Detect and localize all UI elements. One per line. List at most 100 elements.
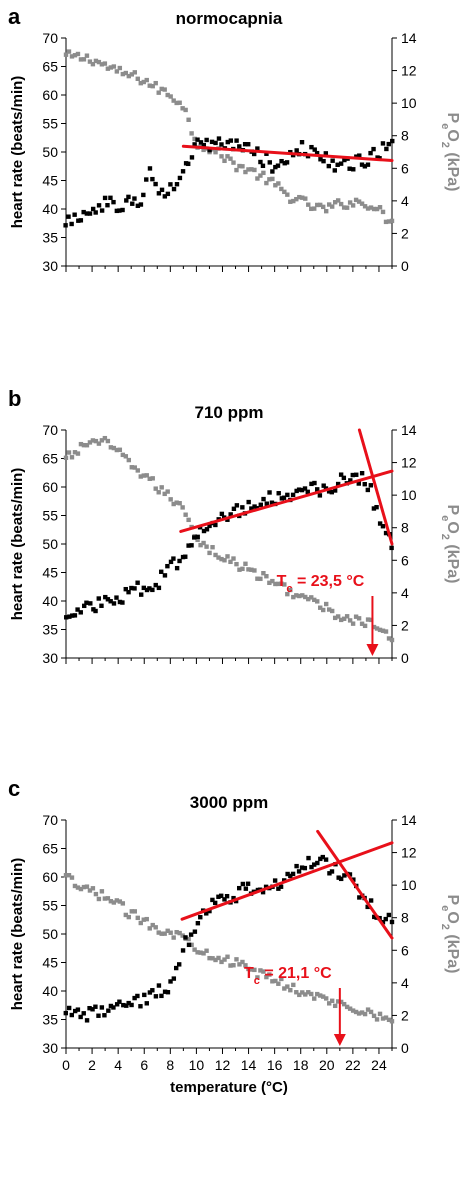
heart-rate-point <box>171 556 176 561</box>
heart-rate-point <box>156 585 162 591</box>
peo2-point <box>303 196 308 201</box>
peo2-point <box>72 53 78 58</box>
peo2-point <box>324 996 329 1001</box>
heart-rate-point <box>153 582 158 588</box>
peo2-point <box>114 447 120 453</box>
peo2-point <box>231 160 236 165</box>
peo2-point <box>261 969 266 974</box>
panel-title: normocapnia <box>176 9 283 28</box>
peo2-point <box>318 993 323 998</box>
peo2-point <box>156 930 161 935</box>
y-tick-label: 65 <box>42 451 58 467</box>
heart-rate-point <box>296 869 302 874</box>
y2-tick-label: 8 <box>401 910 409 926</box>
heart-rate-point <box>365 487 371 493</box>
peo2-point <box>147 83 152 88</box>
peo2-point <box>111 900 117 905</box>
peo2-point <box>291 594 296 600</box>
peo2-point <box>347 200 353 205</box>
peo2-point <box>171 501 176 507</box>
heart-rate-point <box>150 176 155 182</box>
heart-rate-point <box>130 201 135 206</box>
heart-rate-point <box>141 585 147 591</box>
heart-rate-point <box>294 488 299 494</box>
peo2-point <box>117 899 123 904</box>
peo2-point <box>350 1008 356 1013</box>
peo2-point <box>303 992 308 997</box>
heart-rate-point <box>90 206 96 212</box>
heart-rate-point <box>219 142 224 147</box>
peo2-point <box>294 990 299 995</box>
heart-rate-point <box>365 904 370 910</box>
heart-rate-point <box>129 585 134 591</box>
heart-rate-point <box>305 489 310 495</box>
peo2-point <box>108 899 114 904</box>
peo2-point <box>234 957 239 962</box>
heart-rate-point <box>87 1005 92 1011</box>
heart-rate-point <box>318 856 323 862</box>
heart-rate-point <box>105 203 110 208</box>
peo2-point <box>213 149 218 155</box>
y-axis-label: heart rate (beats/min) <box>9 858 26 1011</box>
heart-rate-point <box>386 141 391 147</box>
peo2-point <box>291 982 296 988</box>
y-tick-label: 60 <box>42 479 58 495</box>
y2-axis-label: PeO2 (kPa) <box>439 113 461 192</box>
peo2-point <box>297 992 302 998</box>
heart-rate-point <box>252 504 257 509</box>
peo2-point <box>183 512 188 517</box>
peo2-point <box>210 545 215 550</box>
y2-tick-label: 12 <box>401 455 417 471</box>
peo2-point <box>75 51 81 57</box>
peo2-point <box>291 198 296 204</box>
y2-tick-label: 6 <box>401 160 409 176</box>
peo2-point <box>300 195 305 200</box>
peo2-point <box>228 963 233 968</box>
peo2-point <box>377 205 383 210</box>
heart-rate-point <box>330 158 335 163</box>
peo2-point <box>219 154 224 159</box>
peo2-point <box>365 1007 371 1012</box>
peo2-point <box>225 154 230 159</box>
heart-rate-point <box>108 1003 114 1009</box>
heart-rate-point <box>165 191 171 197</box>
x-tick-label: 16 <box>267 1057 283 1073</box>
peo2-point <box>285 591 290 597</box>
heart-rate-point <box>198 914 203 920</box>
peo2-point <box>294 593 299 598</box>
x-tick-label: 10 <box>189 1057 205 1073</box>
heart-rate-point <box>84 600 89 605</box>
heart-rate-point <box>342 873 347 878</box>
peo2-point <box>78 886 84 892</box>
y-tick-label: 45 <box>42 565 58 581</box>
heart-rate-point <box>173 965 179 971</box>
heart-rate-point <box>270 169 275 174</box>
heart-rate-point <box>171 186 177 192</box>
heart-rate-point <box>186 543 191 548</box>
heart-rate-point <box>99 603 104 608</box>
y2-axis-label: PeO2 (kPa) <box>439 895 461 974</box>
heart-rate-point <box>192 142 197 147</box>
heart-rate-point <box>102 1013 107 1018</box>
heart-rate-point <box>264 151 269 156</box>
x-tick-label: 12 <box>215 1057 231 1073</box>
heart-rate-point <box>312 147 317 152</box>
peo2-point <box>359 1010 365 1015</box>
heart-rate-point <box>326 163 332 169</box>
heart-rate-point <box>296 487 302 492</box>
heart-rate-point <box>204 137 209 143</box>
peo2-point <box>87 440 93 445</box>
peo2-point <box>368 617 374 623</box>
heart-rate-point <box>269 500 275 505</box>
peo2-point <box>141 917 146 922</box>
peo2-point <box>222 558 227 563</box>
peo2-point <box>96 896 102 902</box>
peo2-point <box>126 914 132 920</box>
peo2-point <box>165 928 170 933</box>
peo2-point <box>255 975 260 980</box>
fit-line-1 <box>180 841 394 921</box>
peo2-point <box>81 884 87 890</box>
peo2-point <box>267 972 272 977</box>
heart-rate-point <box>309 481 314 487</box>
heart-rate-point <box>162 194 168 199</box>
